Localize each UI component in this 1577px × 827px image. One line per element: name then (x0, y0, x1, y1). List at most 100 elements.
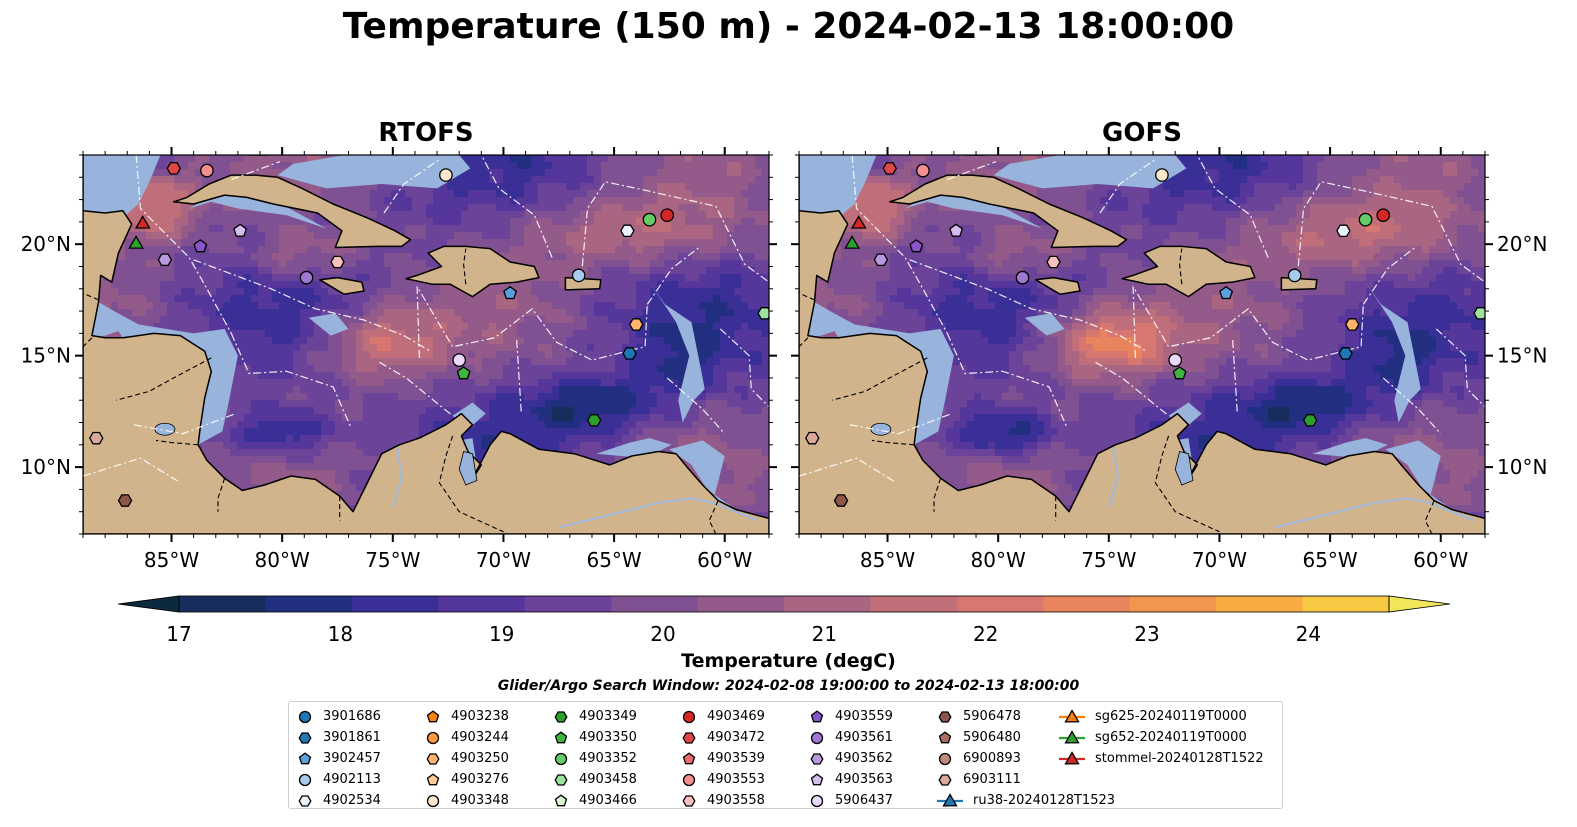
marker-4903562 (157, 253, 173, 267)
river (558, 497, 692, 529)
legend-pentagon-icon (426, 772, 440, 785)
eez-boundary (646, 245, 701, 305)
lon-tick-label: 65°W (1302, 548, 1357, 572)
lon-tick-label: 70°W (1192, 548, 1247, 572)
marker-3901861 (1338, 347, 1353, 360)
panel-title-gofs: GOFS (1102, 118, 1182, 148)
colorbar-segment (1043, 596, 1131, 612)
legend-label: ru38-20240128T1523 (973, 793, 1116, 808)
legend-item: 4902534 (297, 790, 381, 811)
land-mass (564, 276, 602, 291)
panel-title-rtofs: RTOFS (378, 118, 474, 148)
shelf-area (669, 440, 743, 514)
marker-4903559 (193, 239, 208, 253)
legend-label: 5906478 (963, 709, 1021, 724)
legend-item: 4903352 (553, 748, 637, 769)
legend-item: 4903466 (553, 790, 637, 811)
marker-4903352 (1358, 212, 1373, 227)
legend-marker-icon (938, 752, 952, 765)
legend-hexagon-icon (298, 731, 312, 744)
shelf-area (814, 302, 954, 445)
colorbar-segment (784, 596, 871, 612)
marker-4903559 (909, 239, 924, 253)
marker-4903349 (1302, 414, 1318, 427)
eez-boundary (480, 155, 553, 258)
colorbar-segment (611, 596, 699, 612)
marker-4903350 (456, 366, 471, 380)
marker-4903563 (233, 223, 248, 237)
legend-column: 4903469 4903472 4903539 4903553 4903558 (681, 706, 765, 811)
legend-circle-icon (938, 752, 952, 765)
legend-circle-icon (426, 794, 440, 807)
country-border (116, 357, 212, 401)
legend-marker-icon (554, 710, 568, 723)
lat-tick-label: 10°N (1497, 455, 1547, 479)
colorbar-extend-low (117, 595, 180, 613)
river (1407, 497, 1475, 522)
eez-boundary (1095, 361, 1169, 417)
legend-circle-icon (810, 731, 824, 744)
country-border (155, 439, 199, 446)
eez-boundary (416, 286, 648, 361)
land-mass (1280, 276, 1318, 291)
map-rtofs (83, 155, 769, 534)
marker-4903472 (882, 162, 897, 175)
marker-5906478 (833, 494, 849, 507)
country-border (799, 292, 815, 301)
legend: 3901686 3901861 3902457 4902113 4902534 49032… (288, 701, 1283, 809)
lon-tick-label: 75°W (365, 548, 420, 572)
legend-marker-icon (298, 751, 312, 764)
legend-item: 4903553 (681, 769, 765, 790)
legend-hexagon-icon (554, 773, 568, 786)
legend-hexagon-icon (938, 710, 952, 723)
legend-marker-icon (810, 709, 824, 722)
shelf-area (277, 155, 471, 189)
eez-boundary (1196, 155, 1269, 258)
legend-label: 4903238 (451, 709, 509, 724)
legend-hexagon-icon (426, 752, 440, 765)
legend-item: 4903469 (681, 706, 765, 727)
marker-6903111 (805, 431, 820, 445)
map-frame-gofs (798, 154, 1486, 535)
legend-item: 4903562 (809, 748, 893, 769)
marker-5906437 (1168, 353, 1183, 367)
colorbar-tick-label: 17 (166, 622, 191, 646)
eez-boundary (193, 259, 431, 352)
legend-item: 4903458 (553, 769, 637, 790)
legend-pentagon-icon (298, 751, 312, 764)
legend-item: sg625-20240119T0000 (1059, 706, 1264, 727)
legend-item: 4903539 (681, 748, 765, 769)
legend-marker-icon (426, 731, 440, 744)
legend-column: 4903559 4903561 4903562 4903563 5906437 (809, 706, 893, 811)
legend-marker-icon (554, 773, 568, 786)
land-mass (888, 174, 1128, 249)
eez-boundary (666, 377, 726, 435)
legend-item: 4903558 (681, 790, 765, 811)
legend-column: sg625-20240119T0000 sg652-20240119T0000 st… (1059, 706, 1264, 769)
legend-marker-icon (937, 792, 963, 806)
lon-tick-label: 70°W (476, 548, 531, 572)
legend-hexagon-icon (682, 731, 696, 744)
river (391, 446, 403, 508)
legend-item: 3901686 (297, 706, 381, 727)
land-mass (83, 155, 769, 534)
legend-label: 6900893 (963, 751, 1021, 766)
marker-4903553 (916, 163, 930, 178)
map-frame-rtofs (82, 154, 770, 535)
legend-item: 3902457 (297, 748, 381, 769)
marker-4903350 (1172, 366, 1187, 380)
colorbar-segment (870, 596, 958, 612)
marker-4902113 (571, 268, 586, 283)
legend-triangle-icon (1064, 708, 1080, 722)
eez-boundary (1296, 181, 1485, 283)
legend-circle-icon (682, 773, 696, 786)
eez-boundary (83, 457, 181, 484)
legend-triangle-icon (942, 792, 958, 806)
legend-item: 4903563 (809, 769, 893, 790)
legend-column: 4903238 4903244 4903250 4903276 4903348 (425, 706, 509, 811)
shelf-area (83, 155, 161, 222)
legend-marker-icon (1059, 708, 1085, 722)
legend-marker-icon (810, 772, 824, 785)
legend-item: 4903350 (553, 727, 637, 748)
country-border (463, 248, 467, 285)
